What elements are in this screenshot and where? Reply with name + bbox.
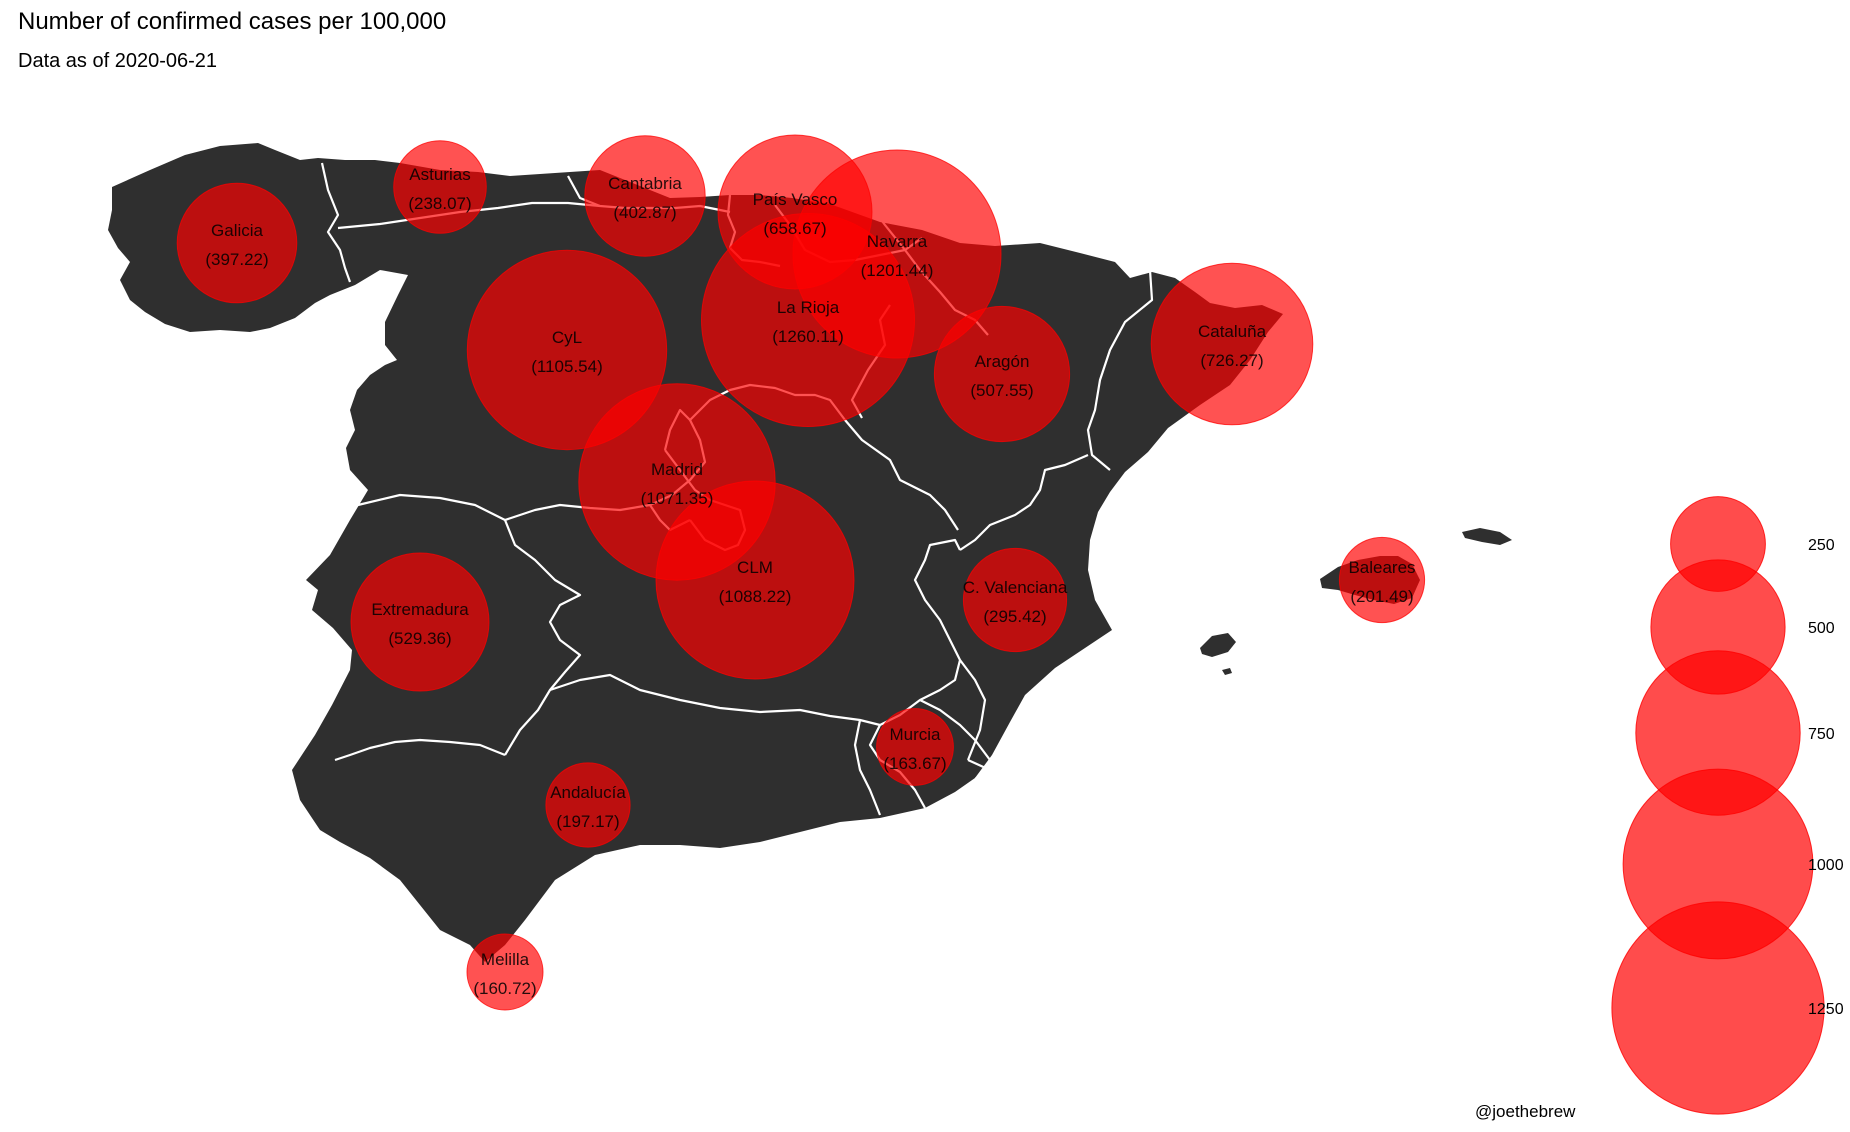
region-name-murcia: Murcia [889,725,941,744]
region-label-layer: Galicia (397.22) Asturias (238.07) Cantabria… [205,165,1415,998]
region-name-clm: CLM [737,558,773,577]
region-name-extremadura: Extremadura [371,600,469,619]
legend-label-250: 250 [1808,537,1835,554]
bubble-aragon [933,305,1071,443]
region-value-navarra: (1201.44) [861,261,934,280]
region-value-andalucia: (197.17) [556,812,619,831]
bubble-asturias [393,140,487,234]
legend-label-500: 500 [1808,620,1835,637]
bubble-andalucia [545,762,631,848]
region-value-extremadura: (529.36) [388,629,451,648]
region-value-melilla: (160.72) [473,979,536,998]
size-legend: 250 500 750 1000 1250 [1611,496,1844,1115]
region-value-clm: (1088.22) [719,587,792,606]
bubble-baleares [1338,536,1426,624]
region-value-c-valenciana: (295.42) [983,607,1046,626]
region-value-asturias: (238.07) [408,194,471,213]
bubble-c-valenciana [962,547,1068,653]
bubble-la-rioja [701,213,915,427]
formentera-island [1222,668,1232,675]
region-value-cantabria: (402.87) [613,203,676,222]
region-value-cyl: (1105.54) [531,357,603,376]
bubble-cyl [466,249,668,451]
map-title: Number of confirmed cases per 100,000 [18,8,447,35]
legend-label-1250: 1250 [1808,1001,1844,1018]
region-value-murcia: (163.67) [883,754,946,773]
bubble-extremadura [350,552,490,692]
region-name-asturias: Asturias [409,165,470,184]
bubble-clm [655,480,855,680]
region-name-cantabria: Cantabria [608,174,682,193]
author-credit: @joethebrew [1475,1102,1576,1121]
region-value-la-rioja: (1260.11) [772,327,844,346]
region-name-cyl: CyL [552,328,582,347]
menorca-island [1462,528,1512,545]
legend-label-750: 750 [1808,726,1835,743]
region-value-pais-vasco: (658.67) [763,219,826,238]
bubble-murcia [876,708,954,786]
map-subtitle: Data as of 2020-06-21 [18,50,218,72]
region-name-madrid: Madrid [651,460,703,479]
bubble-galicia [176,182,298,304]
bubble-cantabria [584,135,706,257]
ibiza-island [1200,633,1236,657]
region-name-la-rioja: La Rioja [777,298,840,317]
bubble-layer [176,134,1426,1011]
region-name-navarra: Navarra [867,232,928,251]
bubble-cataluna [1150,262,1314,426]
region-name-baleares: Baleares [1348,558,1415,577]
legend-bubble-1250 [1611,901,1825,1115]
region-name-andalucia: Andalucía [550,783,626,802]
region-value-galicia: (397.22) [205,250,268,269]
bubble-melilla [466,933,544,1011]
legend-label-1000: 1000 [1808,857,1844,874]
region-name-aragon: Aragón [975,352,1030,371]
region-name-galicia: Galicia [211,221,264,240]
region-value-cataluna: (726.27) [1200,351,1263,370]
region-value-aragon: (507.55) [970,381,1033,400]
region-name-c-valenciana: C. Valenciana [963,578,1068,597]
region-name-cataluna: Cataluña [1198,322,1267,341]
region-name-pais-vasco: País Vasco [753,190,838,209]
region-value-madrid: (1071.35) [641,489,714,508]
region-value-baleares: (201.49) [1350,587,1413,606]
region-name-melilla: Melilla [481,950,530,969]
